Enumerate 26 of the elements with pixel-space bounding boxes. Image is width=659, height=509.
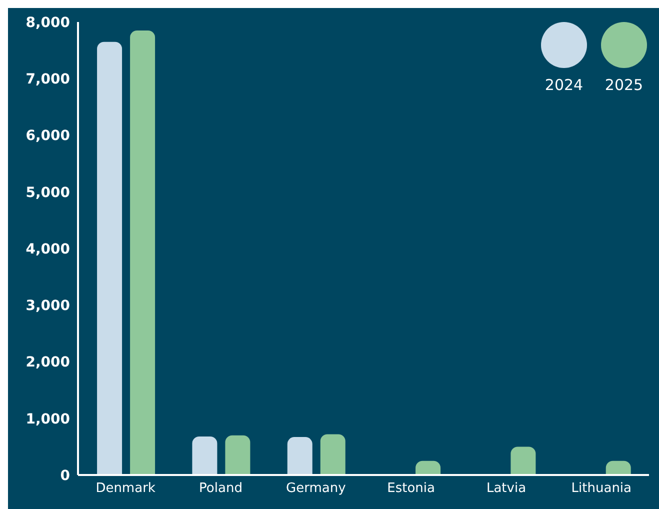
bar	[225, 435, 250, 475]
x-tick-label: Germany	[286, 481, 346, 496]
y-tick-label: 8,000	[26, 14, 70, 31]
y-tick-label: 2,000	[26, 354, 70, 371]
bar	[416, 460, 441, 475]
bar	[130, 30, 156, 475]
bar	[287, 437, 312, 475]
bar	[192, 436, 218, 475]
x-tick-label: Estonia	[387, 481, 436, 496]
bar	[97, 42, 122, 475]
text: 2025	[604, 76, 644, 94]
y-tick-label: 6,000	[26, 128, 70, 144]
bar	[320, 434, 346, 475]
y-tick-label: 1,000	[26, 411, 70, 428]
text: 2024	[544, 76, 584, 94]
bar	[510, 446, 536, 475]
y-tick-label: 0	[60, 468, 70, 484]
y-tick-label: 3,000	[26, 298, 70, 314]
x-tick-label: Poland	[199, 481, 242, 496]
y-tick-label: 7,000	[26, 72, 70, 88]
x-tick-label: Lithuania	[571, 481, 632, 496]
bar	[606, 460, 631, 475]
x-tick-label: Latvia	[486, 481, 526, 496]
y-tick-label: 4,000	[26, 241, 70, 258]
y-tick-label: 5,000	[26, 184, 70, 201]
x-tick-label: Denmark	[96, 481, 156, 496]
